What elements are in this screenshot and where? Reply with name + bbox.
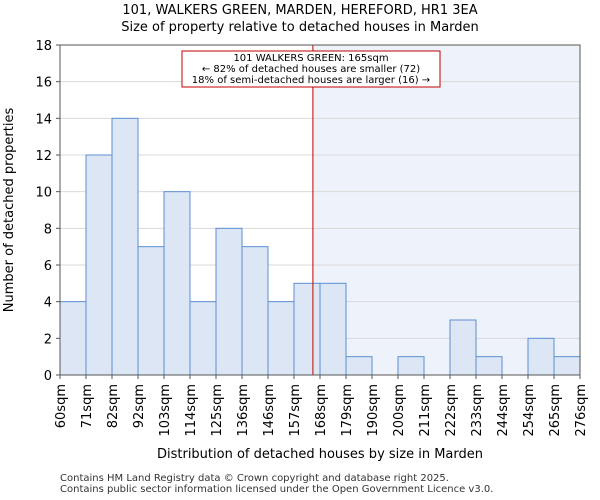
x-tick-label: 136sqm xyxy=(236,384,251,437)
x-tick-label: 146sqm xyxy=(262,384,277,437)
y-tick-label: 8 xyxy=(44,222,52,237)
footer-line-2: Contains public sector information licen… xyxy=(60,484,494,495)
y-axis-label: Number of detached properties xyxy=(2,108,17,313)
bar-60sqm xyxy=(59,301,87,376)
bar-92sqm xyxy=(137,246,165,376)
x-tick-label: 60sqm xyxy=(54,384,69,428)
y-tick-label: 16 xyxy=(35,76,52,91)
x-tick-label: 71sqm xyxy=(80,384,95,428)
x-tick-label: 211sqm xyxy=(418,384,433,437)
footer-line-1: Contains HM Land Registry data © Crown c… xyxy=(60,473,449,484)
y-tick-label: 0 xyxy=(44,369,52,384)
bar-103sqm xyxy=(163,191,191,376)
x-tick-label: 190sqm xyxy=(366,384,381,437)
x-tick-label: 82sqm xyxy=(106,384,121,428)
x-tick-label: 233sqm xyxy=(470,384,485,437)
bar-82sqm xyxy=(111,117,139,376)
bar-222sqm xyxy=(449,319,477,376)
highlight-region xyxy=(312,45,580,375)
x-tick-label: 222sqm xyxy=(444,384,459,437)
x-tick-label: 254sqm xyxy=(522,384,537,437)
x-tick-label: 276sqm xyxy=(574,384,589,437)
bar-71sqm xyxy=(85,154,113,376)
x-tick-label: 265sqm xyxy=(548,384,563,437)
bar-136sqm xyxy=(241,246,269,376)
x-tick-label: 244sqm xyxy=(496,384,511,437)
bar-265sqm xyxy=(553,356,581,376)
y-tick-label: 2 xyxy=(44,332,52,347)
annotation-box xyxy=(181,50,441,88)
x-tick-label: 92sqm xyxy=(132,384,147,428)
x-tick-label: 200sqm xyxy=(392,384,407,437)
y-tick-label: 6 xyxy=(44,259,52,274)
y-tick-label: 12 xyxy=(35,149,52,164)
histogram-chart: 101 WALKERS GREEN: 165sqm ← 82% of detac… xyxy=(2,39,589,462)
bar-114sqm xyxy=(189,301,217,376)
x-axis-label: Distribution of detached houses by size … xyxy=(157,447,483,462)
x-tick-label: 168sqm xyxy=(314,384,329,437)
x-tick-label: 114sqm xyxy=(184,384,199,437)
bar-200sqm xyxy=(397,356,425,376)
annotation-line-2: ← 82% of detached houses are smaller (72… xyxy=(202,64,420,75)
y-tick-label: 18 xyxy=(35,39,52,54)
y-tick-label: 4 xyxy=(44,296,52,311)
x-tick-label: 103sqm xyxy=(158,384,173,437)
y-tick-label: 14 xyxy=(35,112,52,127)
bar-157sqm xyxy=(293,282,321,376)
bar-233sqm xyxy=(475,356,503,376)
bar-168sqm xyxy=(319,282,347,376)
x-tick-label: 179sqm xyxy=(340,384,355,437)
chart-subtitle: Size of property relative to detached ho… xyxy=(121,20,479,35)
annotation-line-3: 18% of semi-detached houses are larger (… xyxy=(192,75,430,86)
bar-146sqm xyxy=(267,301,295,376)
plot-frame xyxy=(59,44,581,376)
bar-179sqm xyxy=(345,356,373,376)
x-tick-label: 157sqm xyxy=(288,384,303,437)
y-tick-label: 10 xyxy=(35,186,52,201)
bar-254sqm xyxy=(527,337,555,376)
bar-125sqm xyxy=(215,227,243,376)
chart-title: 101, WALKERS GREEN, MARDEN, HEREFORD, HR… xyxy=(122,3,478,18)
x-tick-label: 125sqm xyxy=(210,384,225,437)
annotation-line-1: 101 WALKERS GREEN: 165sqm xyxy=(233,53,388,64)
